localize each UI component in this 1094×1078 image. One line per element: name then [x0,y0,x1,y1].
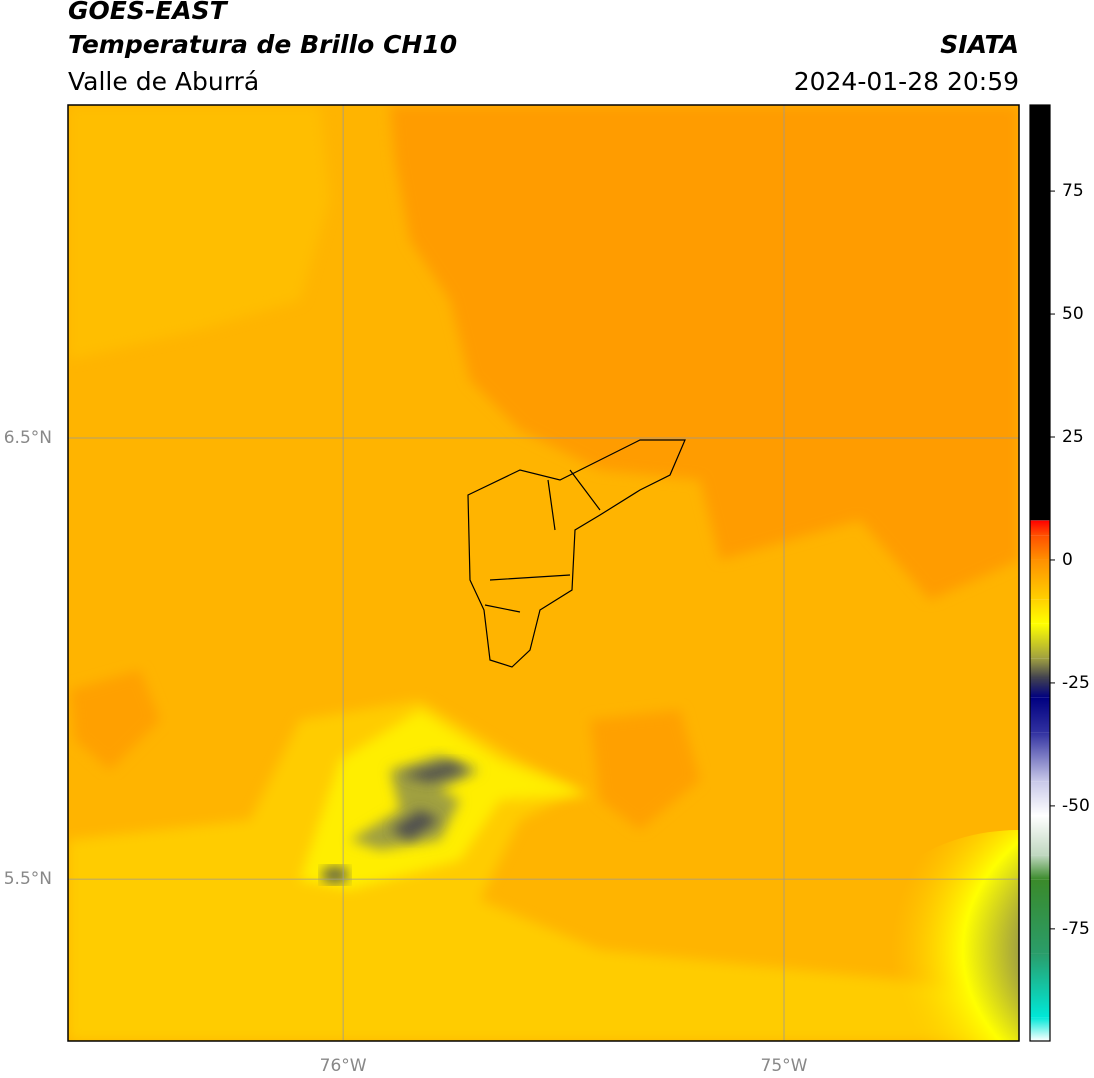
y-tick-label: 6.5°N [4,428,52,448]
colorbar-segment [1030,599,1050,624]
colorbar-segment [1030,879,1050,954]
colorbar-segment [1030,678,1050,698]
colorbar-segment [1030,535,1050,560]
title: GOES-EAST [68,0,229,25]
subtitle: Temperatura de Brillo CH10 [68,30,457,59]
colorbar-segment [1030,697,1050,733]
colorbar-segment [1030,658,1050,679]
colorbar-tick-label: 50 [1062,304,1084,324]
datetime: 2024-01-28 20:59 [794,67,1019,96]
colorbar-segment [1030,623,1050,659]
colorbar-segment [1030,781,1050,816]
colorbar-segment [1030,559,1050,600]
map-frame [67,104,1020,1042]
x-tick-label: 76°W [320,1056,367,1076]
colorbar-segment [1030,953,1050,1018]
colorbar-segment [1030,815,1050,856]
colorbar-tick-label: 75 [1062,181,1084,201]
map-image [68,105,1019,1041]
colorbar-segment [1030,1017,1050,1041]
colorbar-segment [1030,732,1050,782]
colorbar-tick-label: -50 [1062,796,1090,816]
region: Valle de Aburrá [68,67,259,96]
colorbar-segment [1030,520,1050,536]
colorbar-frame [1029,104,1051,1042]
colorbar-tick-label: 0 [1062,550,1073,570]
colorbar-tick-label: 25 [1062,427,1084,447]
colorbar-segment [1030,105,1050,521]
colorbar-segment [1030,855,1050,880]
colorbar-tick-label: -75 [1062,919,1090,939]
x-tick-label: 75°W [761,1056,808,1076]
y-tick-label: 5.5°N [4,869,52,889]
source: SIATA [940,30,1019,59]
colorbar-tick-label: -25 [1062,673,1090,693]
